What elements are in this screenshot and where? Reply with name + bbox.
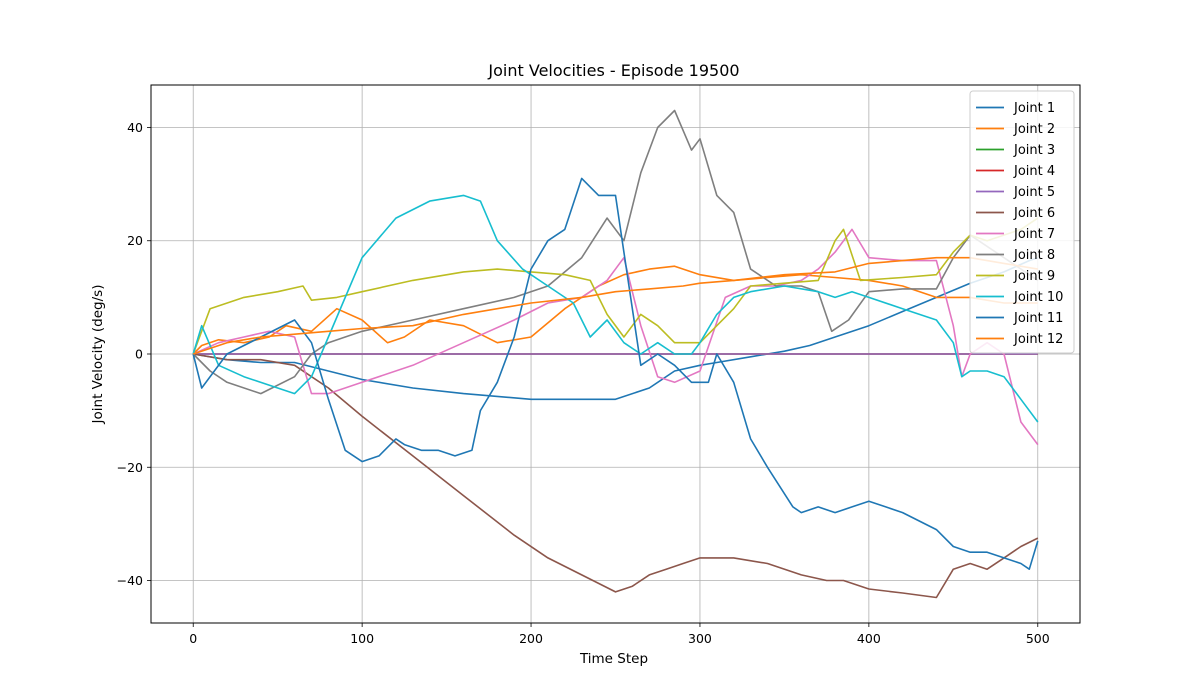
y-axis-title: Joint Velocity (deg/s) bbox=[90, 285, 106, 425]
series-line-joint-7 bbox=[192, 228, 1039, 446]
x-tick-label: 0 bbox=[189, 631, 197, 646]
y-tick-label: −40 bbox=[117, 573, 143, 588]
series-line-joint-10 bbox=[192, 194, 1039, 423]
axis-ticks: 0 100 200 300 400 500 −40 −20 0 20 40 bbox=[117, 120, 1050, 646]
chart-title: Joint Velocities - Episode 19500 bbox=[487, 61, 739, 80]
chart-legend: Joint 1 Joint 2 Joint 3 Joint 4 Joint 5 Joint… bbox=[969, 90, 1075, 354]
legend-label: Joint 12 bbox=[1013, 332, 1063, 347]
legend-label: Joint 7 bbox=[1013, 227, 1055, 242]
series-line-joint-12 bbox=[192, 256, 1038, 355]
x-tick-label: 500 bbox=[1026, 631, 1050, 646]
legend-label: Joint 10 bbox=[1013, 290, 1063, 305]
y-tick-label: 40 bbox=[127, 120, 143, 135]
series-lines bbox=[192, 109, 1039, 599]
x-tick-label: 200 bbox=[519, 631, 543, 646]
legend-label: Joint 3 bbox=[1013, 143, 1055, 158]
y-tick-label: 20 bbox=[127, 233, 143, 248]
plot-frame bbox=[150, 84, 1081, 624]
legend-label: Joint 9 bbox=[1013, 269, 1055, 284]
y-tick-label: −20 bbox=[117, 460, 143, 475]
series-line-joint-6 bbox=[193, 353, 1039, 599]
x-tick-label: 400 bbox=[857, 631, 881, 646]
x-axis-title: Time Step bbox=[579, 651, 648, 667]
legend-label: Joint 5 bbox=[1013, 185, 1055, 200]
x-tick-label: 300 bbox=[688, 631, 712, 646]
y-tick-label: 0 bbox=[135, 347, 143, 362]
legend-box bbox=[969, 90, 1075, 354]
series-line-joint-11 bbox=[192, 177, 1039, 571]
legend-label: Joint 11 bbox=[1013, 311, 1063, 326]
legend-label: Joint 2 bbox=[1013, 122, 1055, 137]
series-line-joint-9 bbox=[192, 217, 1039, 355]
series-line-joint-1 bbox=[193, 256, 1039, 401]
legend-label: Joint 8 bbox=[1013, 248, 1055, 263]
legend-label: Joint 4 bbox=[1013, 164, 1055, 179]
series-line-joint-8 bbox=[192, 109, 1039, 395]
legend-label: Joint 6 bbox=[1013, 206, 1055, 221]
legend-label: Joint 1 bbox=[1013, 101, 1055, 116]
x-tick-label: 100 bbox=[350, 631, 374, 646]
